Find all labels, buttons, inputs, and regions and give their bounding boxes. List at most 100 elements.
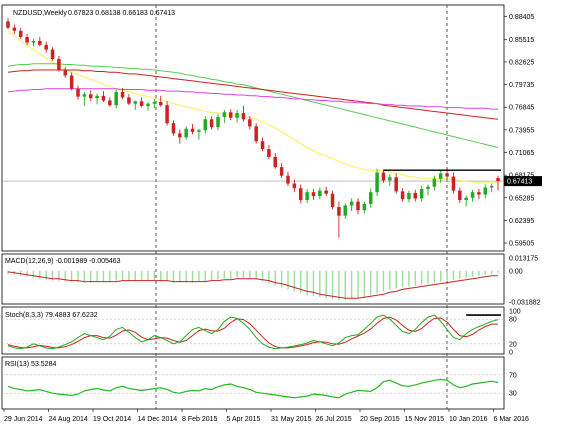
stoch-label: Stoch(8,3,3) 79.4883 67.6232	[5, 312, 98, 319]
candle-body	[76, 88, 80, 97]
candle-body	[228, 112, 233, 118]
candle-body	[260, 141, 265, 150]
candle-body	[458, 190, 462, 200]
candle-body	[6, 21, 10, 28]
candle-body	[209, 119, 214, 128]
candle-body	[69, 75, 74, 89]
current-price-label: 0.67413	[507, 179, 532, 186]
rsi-plot	[2, 374, 504, 399]
time-axis-label: 24 Aug 2014	[49, 416, 88, 423]
candle-body	[343, 205, 348, 216]
candle-body	[25, 37, 29, 43]
candle-body	[12, 27, 17, 31]
macd-plot	[7, 270, 499, 301]
candle-body	[95, 95, 99, 99]
time-axis-label: 31 May 2015	[271, 416, 312, 423]
chart-header-ohlc: 0.67823 0.68138 0.66183 0.67413	[68, 10, 175, 17]
candle-body	[120, 91, 125, 98]
price-axis-label: 0.88405	[509, 14, 534, 21]
price-axis-label: 0.85515	[509, 37, 534, 44]
candle-body	[356, 201, 360, 211]
candle-body	[451, 176, 456, 191]
candle-body	[432, 178, 437, 187]
time-axis-label: 8 Feb 2015	[182, 416, 218, 423]
time-axis-label: 5 Apr 2015	[227, 416, 261, 423]
candle-body	[407, 192, 411, 200]
candle-body	[108, 100, 112, 106]
candle-body	[464, 197, 468, 200]
rsi-axis-label: 70	[509, 372, 517, 379]
time-axis-label: 10 Jan 2016	[449, 416, 488, 423]
candle-body	[368, 192, 373, 204]
price-axis-label: 0.73955	[509, 127, 534, 134]
candle-body	[216, 116, 220, 128]
price-axis-label: 0.59505	[509, 241, 534, 248]
stoch-axis-label: 80	[509, 317, 517, 324]
price-axis-label: 0.76845	[509, 105, 534, 112]
candle-body	[139, 101, 144, 106]
stoch-panel-frame	[1, 306, 505, 355]
macd-label: MACD(12,26,9) -0.001989 -0.005463	[5, 258, 121, 265]
time-axis-label: 29 Jun 2014	[4, 416, 43, 423]
candle-body	[400, 191, 405, 200]
stoch-k-line	[7, 314, 499, 350]
rsi-label: RSI(13) 53.5284	[5, 361, 56, 368]
ma-line-slow	[7, 69, 499, 120]
candle-body	[88, 94, 93, 99]
chart-header-symbol: NZDUSD,Weekly	[13, 10, 67, 17]
rsi-axis-label: 30	[509, 391, 517, 398]
price-axis-label: 0.71065	[509, 150, 534, 157]
candle-body	[298, 188, 303, 200]
candle-body	[445, 173, 449, 177]
candle-body	[203, 119, 208, 131]
candle-body	[197, 130, 201, 132]
candle-body	[178, 133, 182, 138]
current-price-box	[504, 176, 542, 187]
time-axis-label: 6 Mar 2016	[494, 416, 530, 423]
candle-body	[413, 192, 418, 199]
candle-body	[158, 102, 163, 106]
candle-body	[438, 173, 443, 179]
ma-line-long	[7, 88, 498, 110]
candle-body	[114, 91, 118, 106]
candle-body	[222, 112, 227, 117]
candle-body	[63, 69, 68, 76]
candle-body	[381, 172, 386, 181]
candle-body	[57, 59, 61, 70]
stoch-plot	[2, 314, 504, 350]
price-plot	[2, 18, 504, 238]
candle-body	[50, 49, 55, 59]
price-axis-label: 0.79735	[509, 82, 534, 89]
candle-body	[190, 128, 195, 132]
candle-body	[489, 185, 494, 188]
rsi-panel-frame	[1, 356, 505, 410]
candle-body	[388, 177, 392, 181]
candle-body	[477, 192, 481, 195]
stoch-d-line	[7, 316, 498, 349]
ma-line-fast	[7, 30, 498, 184]
candle-body	[394, 177, 398, 192]
macd-axis-label: -0.031882	[509, 299, 541, 306]
candle-body	[254, 126, 258, 142]
time-axis-label: 26 Jul 2015	[316, 416, 352, 423]
candle-body	[279, 167, 284, 176]
candle-body	[330, 193, 335, 208]
time-axis-label: 20 Sep 2015	[360, 416, 400, 423]
candle-body	[419, 189, 424, 199]
candle-body	[152, 102, 157, 104]
candle-body	[286, 175, 290, 184]
candle-body	[273, 156, 278, 168]
axes: 0.88405 0.85515 0.82625 0.79735 0.76845 0.739…	[3, 14, 542, 423]
candle-body	[18, 30, 23, 38]
candle-body	[235, 113, 239, 118]
price-panel-frame	[1, 4, 505, 252]
candle-body	[318, 190, 322, 197]
candle-body	[241, 113, 246, 120]
candle-body	[127, 97, 131, 104]
macd-axis-label: 0.00	[509, 268, 523, 275]
candle-body	[184, 128, 188, 138]
candle-body	[426, 186, 430, 190]
candle-body	[44, 44, 48, 50]
price-axis-label: 0.82625	[509, 59, 534, 66]
